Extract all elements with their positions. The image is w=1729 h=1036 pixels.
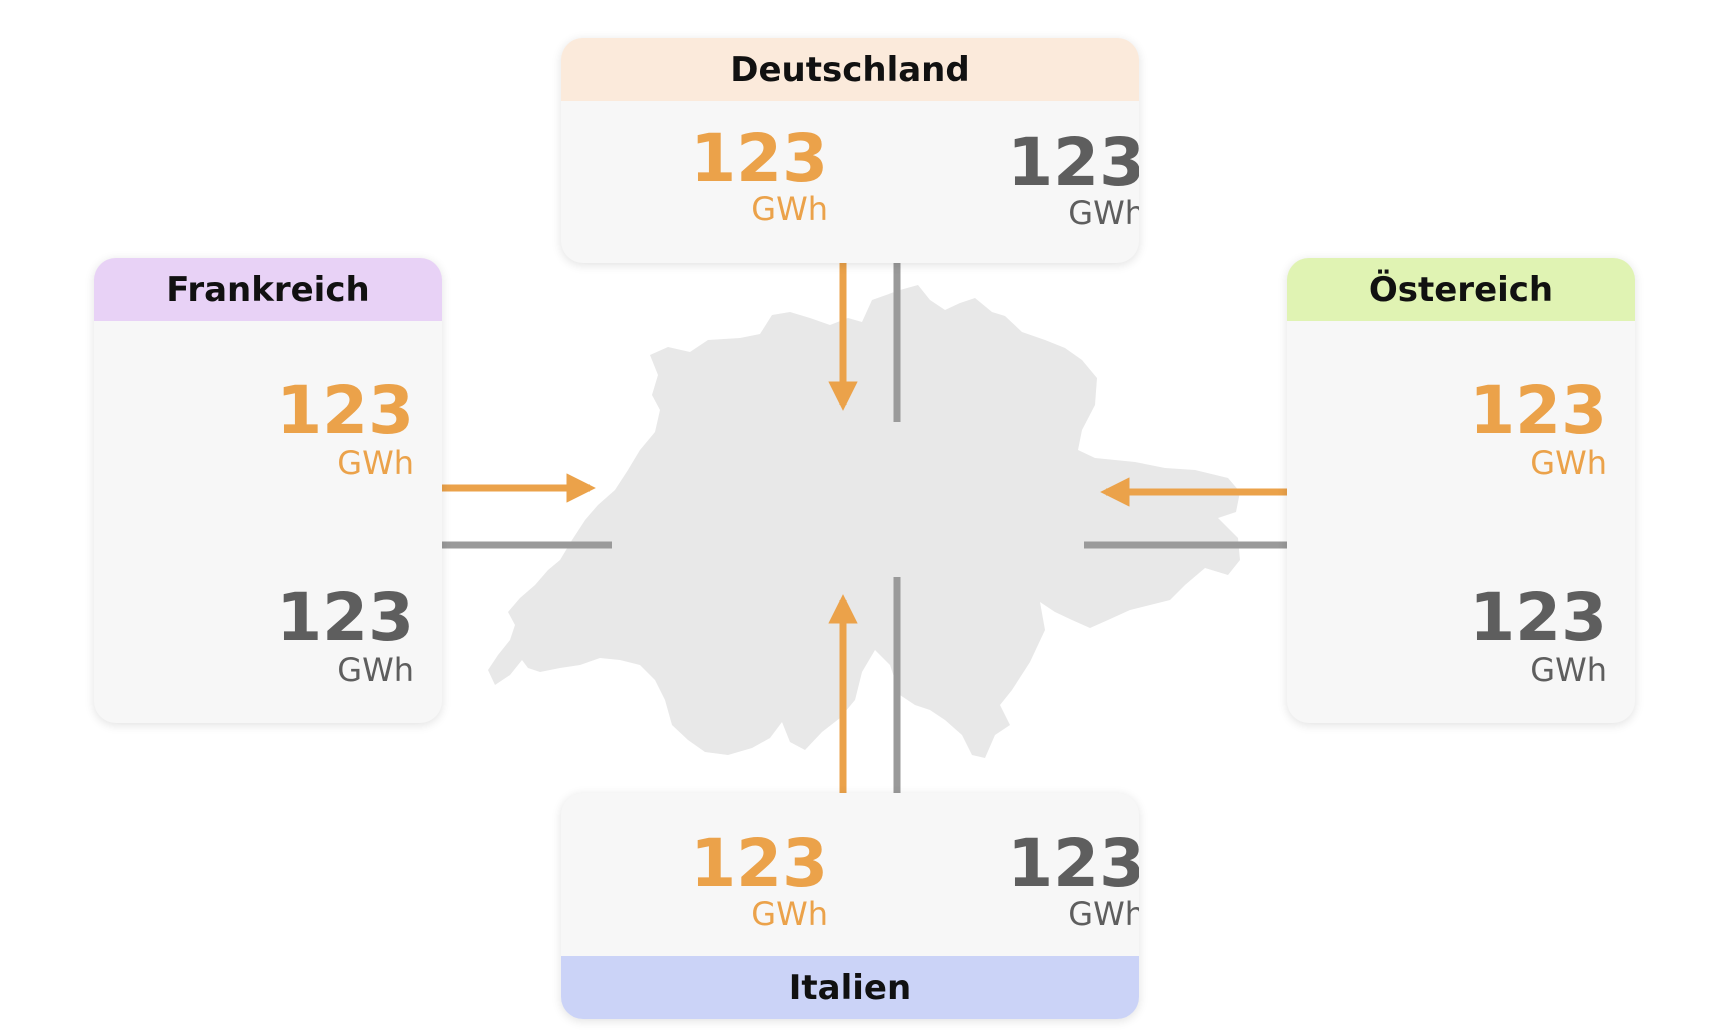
export-value: 123 <box>1469 579 1607 656</box>
country-name-frankreich: Frankreich <box>94 258 442 321</box>
import-value: 123 <box>276 372 414 449</box>
country-card-italien: 123 GWh 123 GWh Italien <box>561 793 1139 1019</box>
export-unit: GWh <box>337 651 414 689</box>
export-value: 123 <box>276 579 414 656</box>
export-value: 123 <box>1007 825 1139 902</box>
import-unit: GWh <box>337 444 414 482</box>
export-unit: GWh <box>1068 895 1139 933</box>
import-value: 123 <box>690 825 828 902</box>
country-card-frankreich: Frankreich 123 GWh 123 GWh <box>94 258 442 723</box>
country-name-oestereich: Östereich <box>1287 258 1635 321</box>
import-unit: GWh <box>751 190 828 228</box>
country-card-oestereich: Östereich 123 GWh 123 GWh <box>1287 258 1635 723</box>
import-value: 123 <box>1469 372 1607 449</box>
import-value: 123 <box>690 120 828 197</box>
import-unit: GWh <box>1530 444 1607 482</box>
export-unit: GWh <box>1068 194 1139 232</box>
country-name-italien: Italien <box>561 956 1139 1019</box>
import-unit: GWh <box>751 895 828 933</box>
export-unit: GWh <box>1530 651 1607 689</box>
export-value: 123 <box>1007 124 1139 201</box>
country-card-deutschland: Deutschland 123 GWh 123 GWh <box>561 38 1139 263</box>
country-name-deutschland: Deutschland <box>561 38 1139 101</box>
switzerland-map <box>488 285 1240 758</box>
